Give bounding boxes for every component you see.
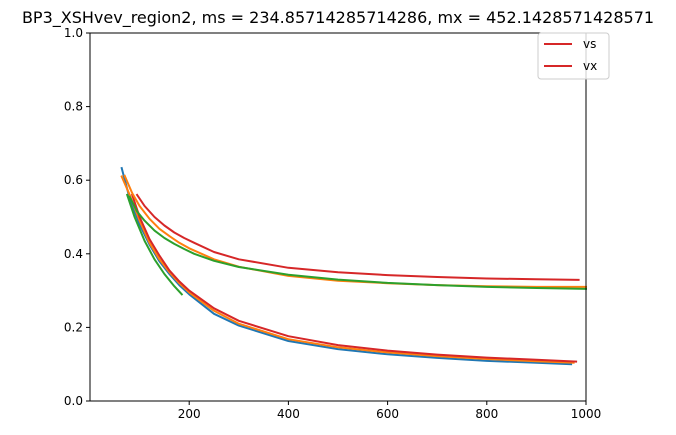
y-tick-label: 0.6 [64, 173, 83, 187]
legend: vs vx [537, 32, 610, 80]
y-tick-label: 0.0 [64, 394, 83, 408]
y-tick-label: 1.0 [64, 26, 83, 40]
legend-box [537, 32, 610, 80]
axes-frame [89, 32, 587, 402]
series-line-2 [120, 175, 575, 364]
y-tick-label: 0.4 [64, 247, 83, 261]
x-tick-label: 200 [178, 407, 201, 421]
x-tick-label: 600 [376, 407, 399, 421]
x-tick-label: 1000 [571, 407, 602, 421]
series-line-6 [128, 195, 588, 290]
series-line-1 [120, 166, 573, 366]
y-tick-label: 0.8 [64, 100, 83, 114]
x-tick-label: 400 [277, 407, 300, 421]
x-tick-label: 800 [475, 407, 498, 421]
series-line-7 [135, 193, 580, 281]
y-tick-label: 0.2 [64, 320, 83, 334]
series-line-5 [123, 174, 587, 288]
axes: 200 400 600 800 1000 0.0 0.2 0.4 0.6 0.8 1.0 [64, 26, 601, 421]
chart-title: BP3_XSHvev_region2, ms = 234.85714285714… [22, 8, 654, 28]
legend-label-vs: vs [583, 37, 596, 51]
plot-area [120, 166, 588, 366]
legend-label-vx: vx [583, 59, 597, 73]
series-line-3 [125, 193, 184, 296]
series-line-4 [130, 193, 578, 363]
